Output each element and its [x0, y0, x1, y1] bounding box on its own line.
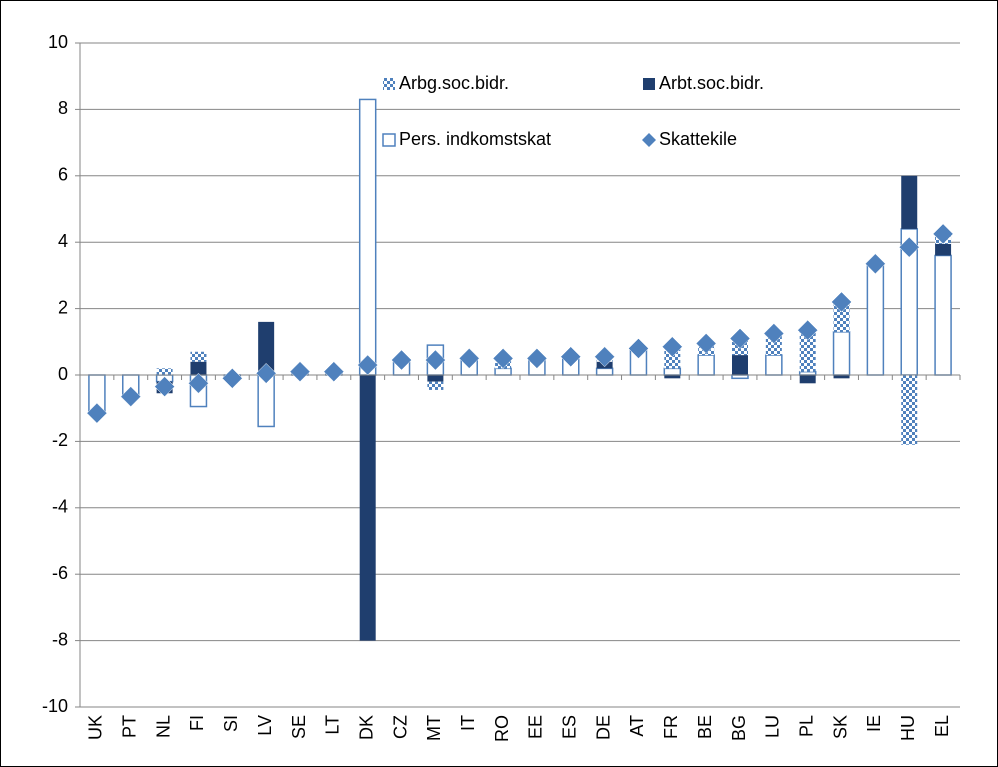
x-tick-label: SE: [289, 715, 309, 739]
x-tick-label: IE: [864, 715, 884, 732]
x-tick-label: RO: [492, 715, 512, 742]
bar-segment: [765, 354, 783, 376]
bar-segment: [494, 367, 512, 376]
diamond-marker: [120, 386, 142, 407]
x-tick-label: DK: [356, 715, 376, 740]
y-tick-label: 8: [58, 98, 68, 118]
x-tick-label: AT: [627, 715, 647, 737]
bar-segment: [359, 375, 376, 641]
x-tick-label: HU: [898, 715, 918, 741]
bar-segment: [427, 375, 444, 382]
x-tick-label: UK: [86, 715, 106, 740]
diamond-marker: [154, 376, 175, 397]
diamond-marker: [797, 319, 819, 341]
bar-segment: [663, 367, 682, 376]
bar-segment: [901, 375, 918, 445]
legend-label: Skattekile: [659, 129, 737, 149]
bar-segment: [765, 335, 782, 356]
x-tick-label: ES: [560, 715, 580, 739]
x-tick-label: CZ: [390, 715, 410, 739]
y-tick-label: -4: [52, 497, 68, 517]
legend-marker: [383, 78, 395, 90]
bar-segment: [190, 361, 207, 375]
bar-segment: [664, 375, 681, 379]
bar-segment: [799, 331, 816, 372]
x-tick-label: LV: [255, 715, 275, 736]
x-tick-label: BG: [729, 715, 749, 741]
x-tick-label: SK: [830, 715, 850, 739]
legend-marker: [642, 133, 656, 147]
diamond-marker: [594, 346, 615, 368]
diamond-marker: [898, 236, 920, 258]
x-tick-label: DE: [593, 715, 613, 740]
diamond-marker: [628, 338, 649, 359]
y-tick-label: 0: [58, 364, 68, 384]
y-tick-label: -2: [52, 430, 68, 450]
diamond-marker: [357, 354, 379, 376]
bar-segment: [697, 354, 715, 376]
x-tick-label: FI: [187, 715, 207, 731]
diamond-marker: [221, 367, 243, 389]
diamond-marker: [763, 323, 785, 344]
bar-segment: [799, 375, 816, 384]
x-tick-label: PL: [796, 715, 816, 737]
bar-segment: [934, 254, 952, 376]
x-tick-label: LT: [323, 715, 343, 735]
bar-segment: [832, 331, 851, 376]
diamond-marker: [458, 348, 480, 369]
diamond-marker: [425, 349, 446, 371]
x-tick-label: PT: [120, 715, 140, 738]
legend-label: Arbt.soc.bidr.: [659, 73, 764, 93]
x-tick-label: LU: [763, 715, 783, 738]
x-tick-label: NL: [153, 715, 173, 738]
bar-segment: [833, 301, 850, 332]
diamond-marker: [255, 362, 277, 384]
diamond-marker: [526, 348, 548, 369]
bar-segment: [901, 175, 918, 229]
y-tick-label: 2: [58, 297, 68, 317]
bar-segment: [595, 367, 614, 376]
y-tick-label: 10: [48, 32, 68, 52]
diamond-marker: [86, 402, 108, 424]
x-tick-label: MT: [424, 715, 444, 741]
y-tick-label: -10: [42, 696, 68, 716]
diamond-marker: [831, 291, 852, 313]
bar-segment: [427, 381, 444, 390]
diamond-marker: [661, 336, 683, 358]
x-tick-label: EE: [526, 715, 546, 739]
legend-marker: [382, 133, 396, 147]
y-tick-label: -8: [52, 629, 68, 649]
diamond-marker: [865, 253, 886, 275]
x-tick-label: BE: [695, 715, 715, 739]
bar-segment: [190, 351, 207, 362]
bar-segment: [358, 98, 377, 376]
x-tick-label: IT: [458, 715, 478, 731]
bar-segment: [156, 368, 173, 375]
diamond-marker: [560, 346, 582, 368]
diamond-marker: [289, 361, 311, 383]
diamond-marker: [492, 348, 514, 369]
diamond-marker: [391, 349, 412, 371]
x-tick-label: EL: [932, 715, 952, 737]
diamond-marker: [695, 333, 717, 354]
diamond-marker: [188, 372, 209, 394]
legend-marker: [643, 78, 655, 90]
diamond-marker: [729, 328, 751, 349]
bar-segment: [935, 243, 952, 256]
bar-segment: [732, 355, 748, 375]
y-tick-label: -6: [52, 563, 68, 583]
x-tick-label: SI: [221, 715, 241, 732]
legend-label: Arbg.soc.bidr.: [399, 73, 509, 93]
bar-segment: [833, 375, 850, 379]
diamond-marker: [932, 223, 954, 245]
bar-segment: [866, 263, 885, 376]
x-tick-label: FR: [661, 715, 681, 739]
legend-label: Pers. indkomstskat: [399, 129, 551, 149]
diamond-marker: [323, 361, 345, 383]
y-tick-label: 4: [58, 231, 68, 251]
bar-segment: [258, 321, 275, 375]
y-tick-label: 6: [58, 165, 68, 185]
